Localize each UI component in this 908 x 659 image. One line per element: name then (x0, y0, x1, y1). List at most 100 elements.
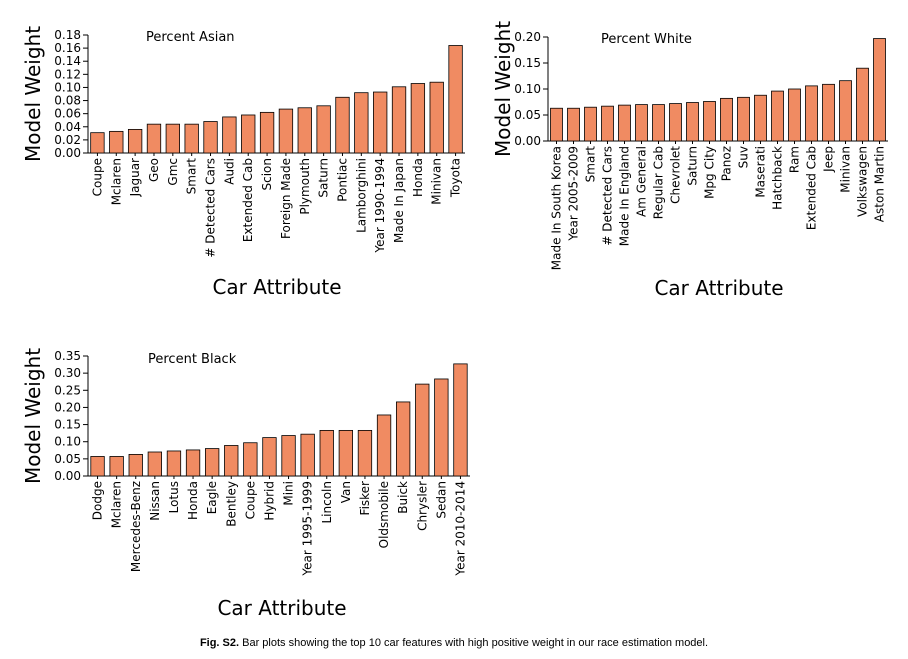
x-tick-label: Plymouth (298, 158, 312, 215)
bar (410, 83, 426, 154)
bar (686, 102, 699, 142)
bar (601, 105, 614, 142)
x-tick-label: Hatchback (771, 146, 785, 210)
y-tick-label: 0.25 (54, 383, 81, 397)
bar (805, 85, 818, 142)
y-tick-label: 0.10 (514, 82, 541, 96)
y-tick-label: 0.14 (54, 54, 81, 68)
y-tick-label: 0.06 (54, 107, 81, 121)
x-tick-label: Coupe (243, 481, 257, 519)
bar (319, 429, 334, 477)
x-tick-label: Sedan (434, 481, 448, 519)
bar (90, 456, 105, 477)
y-tick-label: 0.30 (54, 366, 81, 380)
x-tick-label: Extended Cab (805, 146, 819, 230)
bar (856, 67, 869, 142)
y-tick-label: 0.00 (514, 134, 541, 148)
x-tick-label: # Detected Cars (601, 146, 615, 246)
bar (338, 429, 354, 477)
bar (737, 96, 750, 142)
x-tick-label: Oldsmobile (377, 481, 391, 548)
chart-title: Percent Black (148, 352, 237, 367)
bar (127, 128, 143, 154)
bar (241, 114, 256, 154)
bar (128, 453, 143, 477)
x-tick-label: Coupe (90, 158, 104, 196)
bar (147, 451, 163, 477)
bar (429, 81, 444, 154)
x-tick-label: Made In Japan (392, 158, 406, 243)
x-tick-label: Minivan (839, 146, 853, 193)
x-tick-label: Nissan (148, 481, 162, 521)
y-tick-label: 0.08 (54, 94, 81, 108)
bar (316, 105, 331, 154)
bar (185, 449, 201, 477)
bar (703, 101, 716, 142)
x-tick-label: Lamborghini (354, 158, 368, 233)
bar (415, 383, 430, 477)
x-tick-label: Extended Cab (241, 158, 255, 242)
bar (720, 97, 733, 142)
x-tick-label: Jeep (822, 146, 836, 173)
bar (550, 107, 563, 142)
bar (335, 96, 350, 154)
x-tick-label: Regular Cab (652, 146, 666, 219)
x-axis-label: Car Attribute (217, 596, 346, 620)
bar (166, 450, 182, 477)
bar (222, 116, 237, 154)
bar (354, 92, 369, 154)
y-tick-label: 0.12 (54, 67, 81, 81)
x-axis-label: Car Attribute (212, 275, 341, 299)
y-tick-label: 0.16 (54, 41, 81, 55)
x-tick-label: Hybrid (262, 481, 276, 521)
bar (754, 94, 767, 142)
y-axis-label: Model Weight (491, 21, 515, 157)
bar (165, 123, 180, 154)
bar (297, 107, 312, 154)
bar (146, 123, 162, 154)
bar (839, 80, 852, 142)
caption-label: Fig. S2. (199, 637, 240, 649)
x-tick-label: Maserati (754, 146, 768, 198)
x-tick-label: # Detected Cars (204, 158, 218, 258)
chart-2: 0.00 0.05 0.10 0.15 0.20 Made In South Korea Y… (491, 21, 888, 300)
bar (281, 435, 296, 477)
bar (873, 38, 886, 142)
y-axis-label: Model Weight (21, 26, 45, 162)
x-tick-label: Toyota (449, 158, 463, 198)
bar (224, 445, 239, 477)
x-tick-label: Audi (222, 158, 236, 185)
bar (243, 442, 258, 477)
x-tick-label: Buick (396, 481, 410, 514)
bar (434, 378, 449, 477)
x-tick-label: Chrysler (415, 481, 429, 531)
x-tick-label: Van (339, 481, 353, 503)
bar (278, 108, 294, 154)
x-tick-label: Mpg City (703, 146, 717, 199)
y-tick-label: 0.10 (54, 435, 81, 449)
bar (567, 107, 580, 142)
x-tick-label: Mclaren (110, 481, 124, 528)
bar (373, 91, 388, 154)
x-axis-label: Car Attribute (654, 276, 783, 300)
bar (109, 130, 124, 154)
x-tick-label: Am General (635, 146, 649, 217)
x-tick-label: Year 2010-2014 (453, 481, 467, 577)
x-tick-label: Smart (185, 158, 199, 195)
x-tick-label: Jaguar (128, 158, 142, 197)
x-tick-label: Volkswagen (856, 146, 870, 217)
x-tick-label: Year 1990-1994 (373, 158, 387, 254)
x-tick-label: Mini (282, 481, 296, 506)
y-tick-label: 0.10 (54, 80, 81, 94)
bar (652, 104, 665, 142)
x-tick-label: Bentley (224, 481, 238, 527)
y-tick-label: 0.00 (54, 146, 81, 160)
y-tick-label: 0.04 (54, 120, 81, 134)
bar (448, 45, 463, 154)
x-tick-label: Eagle (205, 481, 219, 514)
bar (203, 121, 218, 154)
bar (90, 132, 105, 154)
bar (618, 104, 631, 142)
x-tick-label: Lincoln (320, 481, 334, 524)
